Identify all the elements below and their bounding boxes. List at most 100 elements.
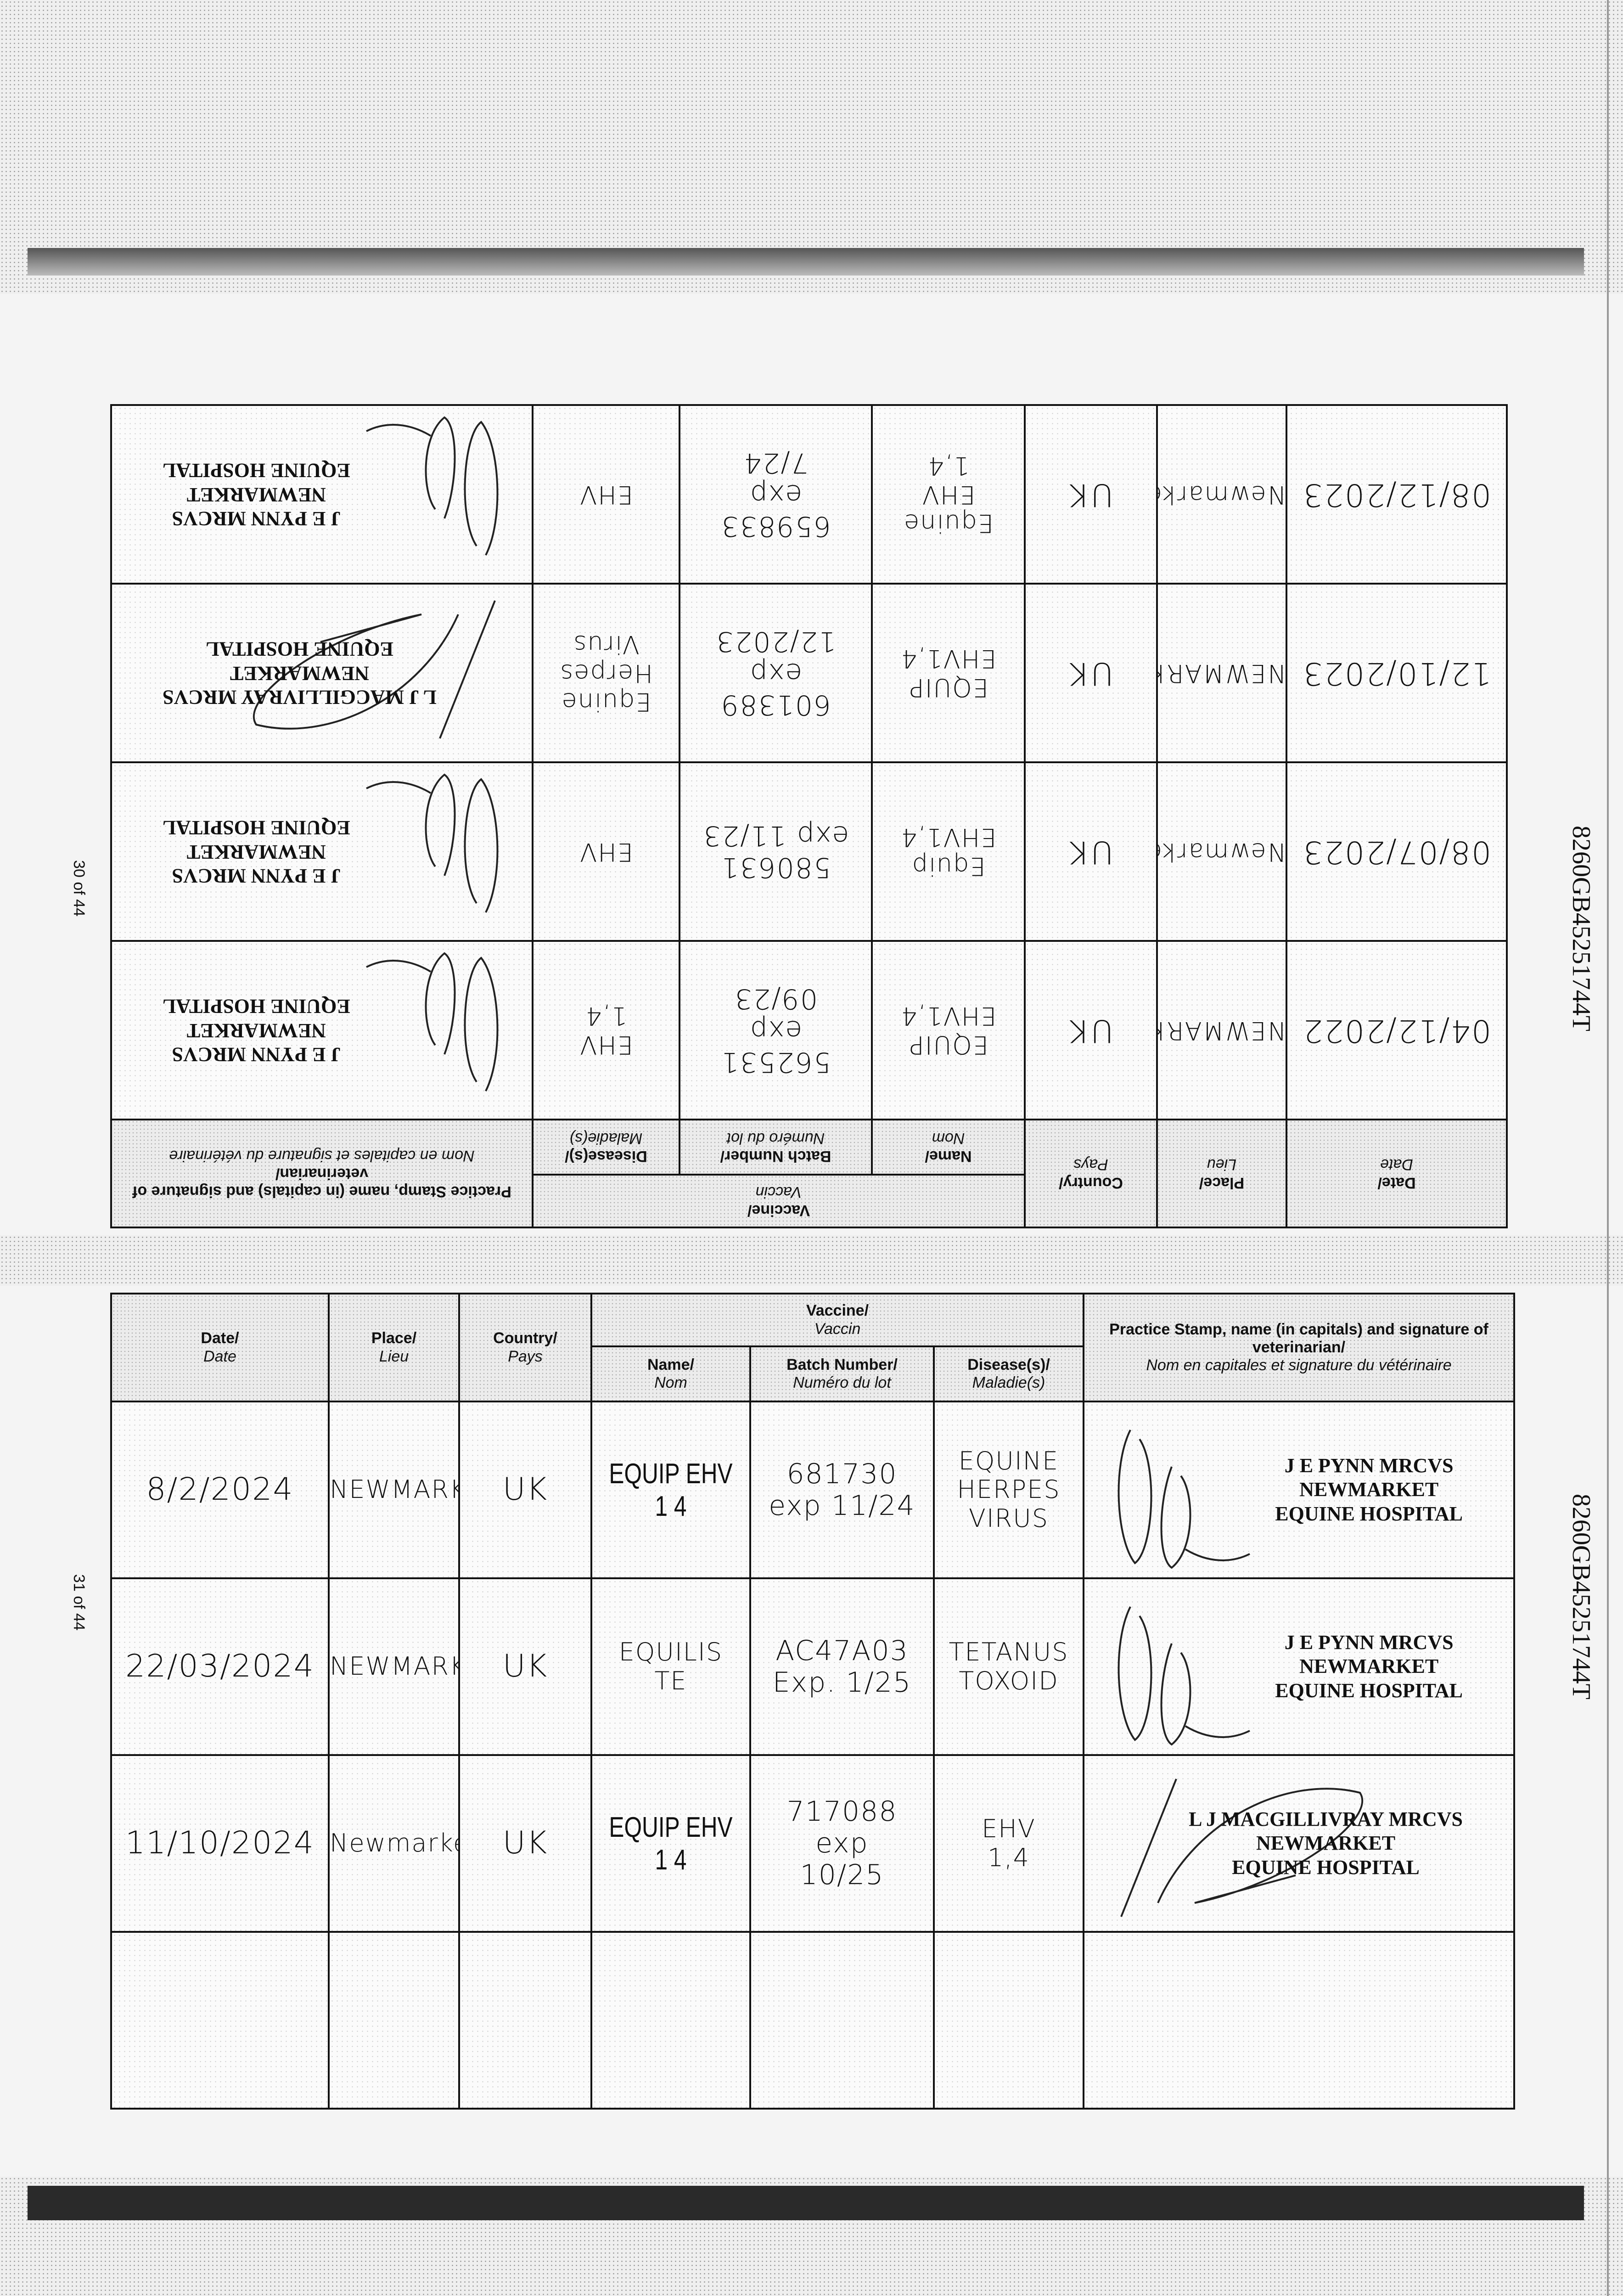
practice-stamp: L J MACGILLIVRAY MRCVS NEWMARKET EQUINE HO… — [1189, 1807, 1463, 1880]
header-date: Date/Date — [110, 1293, 330, 1402]
stamp-line: J E PYNN MRCVS — [172, 507, 341, 530]
practice-stamp-cell — [1083, 1931, 1515, 2110]
practice-stamp: J E PYNN MRCVS NEWMARKET EQUINE HOSPITAL — [1275, 1630, 1463, 1703]
country-cell: UK — [458, 1754, 592, 1933]
place-cell: Newmarket — [328, 1754, 479, 1933]
header-batch-number: Batch Number/Numéro du lot — [749, 1345, 935, 1402]
stamp-line: EQUINE HOSPITAL — [163, 816, 350, 839]
vaccine-name-cell: EQUIP EHV1,4 — [872, 941, 1025, 1120]
batch-number-cell — [749, 1931, 935, 2110]
practice-stamp: J E PYNN MRCVS NEWMARKET EQUINE HOSPITAL — [163, 994, 350, 1066]
disease-cell: Equine Herpes Virus — [533, 584, 680, 762]
veterinarian-signature — [1120, 1778, 1364, 1917]
practice-stamp-cell: L J MACGILLIVRAY MRCVS NEWMARKET EQUINE HO… — [1083, 1754, 1515, 1933]
disease-cell: TETANUS TOXOID — [933, 1577, 1084, 1756]
stamp-line: EQUINE HOSPITAL — [1232, 1856, 1420, 1879]
disease-cell: EHV — [533, 762, 680, 941]
header-date: Date/Date — [1286, 1120, 1507, 1227]
header-vaccine: Vaccine/Vaccin — [533, 1175, 1025, 1227]
header-place: Place/Lieu — [1157, 1120, 1286, 1227]
country-cell: UK — [458, 1577, 592, 1756]
vaccination-row: 8/2/2024 NEWMARKET UK EQUIP EHV 1 4 681730 e… — [110, 1401, 1515, 1579]
vaccine-name-cell: EQUIP EHV 1 4 — [590, 1754, 751, 1933]
stamp-line: L J MACGILLIVRAY MRCVS — [163, 686, 437, 709]
practice-stamp: L J MACGILLIVRAY MRCVS NEWMARKET EQUINE HO… — [163, 636, 437, 709]
veterinarian-signature — [366, 416, 499, 556]
passport-number-lower: 8260GB45251744T — [1567, 1494, 1595, 1699]
date-cell: 22/03/2024 — [110, 1577, 330, 1756]
disease-cell: EQUINE HERPES VIRUS — [933, 1401, 1084, 1579]
stamp-line: EQUINE HOSPITAL — [1275, 1502, 1463, 1525]
vaccination-row — [110, 1931, 1515, 2110]
stamp-line: NEWMARKET — [186, 1019, 326, 1042]
place-cell: NEWMARKET — [1116, 941, 1286, 1120]
disease-cell: EHV — [533, 405, 680, 584]
header-country: Country/Pays — [1025, 1120, 1157, 1227]
header-vaccine: Vaccine/Vaccin — [590, 1293, 1084, 1347]
date-cell: 11/10/2024 — [110, 1754, 330, 1933]
vaccination-table-page-30: Date/Date Place/Lieu Country/Pays Vaccine/V… — [110, 404, 1508, 1228]
vaccine-name-cell: EQUIP EHV1,4 — [872, 584, 1025, 762]
stamp-line: NEWMARKET — [1256, 1832, 1396, 1855]
date-cell: 08/12/2023 — [1286, 405, 1507, 584]
veterinarian-signature — [366, 773, 499, 913]
veterinarian-signature — [1118, 1606, 1250, 1746]
batch-number-cell: 717088 exp 10/25 — [749, 1754, 935, 1933]
country-cell: UK — [1025, 941, 1157, 1120]
practice-stamp: J E PYNN MRCVS NEWMARKET EQUINE HOSPITAL — [163, 815, 350, 888]
batch-number-cell: 659833 exp 7/24 — [680, 405, 872, 584]
date-cell: 04/12/2022 — [1286, 941, 1507, 1120]
batch-number-cell: 562531 exp 09/23 — [680, 941, 872, 1120]
country-cell: UK — [1025, 762, 1157, 941]
vaccination-row: 11/10/2024 Newmarket UK EQUIP EHV 1 4 717088… — [110, 1754, 1515, 1933]
vaccination-row: 12/10/2023 NEWMARKET UK EQUIP EHV1,4 601389 … — [111, 584, 1507, 762]
stamp-line: NEWMARKET — [1299, 1478, 1439, 1501]
practice-stamp-cell: J E PYNN MRCVS NEWMARKET EQUINE HOSPITAL — [111, 762, 533, 941]
vaccine-name-cell: EQUILIS TE — [590, 1577, 751, 1756]
place-cell: NEWMARKET — [328, 1401, 498, 1579]
vaccine-name-cell: EQUIP EHV 1 4 — [590, 1401, 751, 1579]
stamp-line: NEWMARKET — [1299, 1655, 1439, 1678]
veterinarian-signature — [366, 952, 499, 1092]
practice-stamp: J E PYNN MRCVS NEWMARKET EQUINE HOSPITAL — [163, 458, 350, 530]
vaccine-name-cell: Equine EHV 1,4 — [872, 405, 1025, 584]
stamp-line: J E PYNN MRCVS — [172, 865, 341, 888]
practice-stamp-cell: J E PYNN MRCVS NEWMARKET EQUINE HOSPITAL — [111, 405, 533, 584]
header-batch-number: Batch Number/Numéro du lot — [680, 1120, 872, 1175]
passport-number-upper: 8260GB45251744T — [1567, 826, 1595, 1031]
practice-stamp: J E PYNN MRCVS NEWMARKET EQUINE HOSPITAL — [1275, 1453, 1463, 1526]
page-fold — [0, 1235, 1623, 1286]
country-cell: UK — [1025, 584, 1157, 762]
stamp-line: J E PYNN MRCVS — [1284, 1454, 1454, 1477]
disease-cell — [933, 1931, 1084, 2110]
page-edge-shadow — [28, 248, 1584, 276]
date-cell: 08/07/2023 — [1286, 762, 1507, 941]
vaccination-row: 22/03/2024 NEWMARKET UK EQUILIS TE AC47A03 E… — [110, 1577, 1515, 1756]
header-disease: Disease(s)/Maladie(s) — [533, 1120, 680, 1175]
practice-stamp-cell: J E PYNN MRCVS NEWMARKET EQUINE HOSPITAL — [1083, 1577, 1515, 1756]
vaccination-row: 04/12/2022 NEWMARKET UK EQUIP EHV1,4 562531 … — [111, 941, 1507, 1120]
veterinarian-signature — [253, 600, 496, 739]
header-vaccine-name: Name/Nom — [872, 1120, 1025, 1175]
place-cell: Newmarket — [1135, 762, 1286, 941]
stamp-line: J E PYNN MRCVS — [172, 1043, 341, 1066]
vaccine-name-cell — [590, 1931, 751, 2110]
vaccine-name-cell: Equip EHV1,4 — [872, 762, 1025, 941]
stamp-line: NEWMARKET — [186, 483, 326, 506]
stamp-line: EQUINE HOSPITAL — [163, 995, 350, 1018]
header-place: Place/Lieu — [328, 1293, 460, 1402]
page-number-upper: 30 of 44 — [70, 860, 88, 917]
country-cell: UK — [1025, 405, 1157, 584]
stamp-line: EQUINE HOSPITAL — [206, 638, 393, 661]
header-disease: Disease(s)/Maladie(s) — [933, 1345, 1084, 1402]
practice-stamp-cell: L J MACGILLIVRAY MRCVS NEWMARKET EQUINE HO… — [111, 584, 533, 762]
disease-cell: EHV 1,4 — [933, 1754, 1084, 1933]
vaccination-table-page-31: Date/Date Place/Lieu Country/Pays Vaccine/V… — [110, 1293, 1515, 2110]
scan-edge — [1607, 0, 1609, 2296]
country-cell: UK — [458, 1401, 592, 1579]
practice-stamp-cell: J E PYNN MRCVS NEWMARKET EQUINE HOSPITAL — [1083, 1401, 1515, 1579]
vaccination-row: 08/07/2023 Newmarket UK Equip EHV1,4 580631 … — [111, 762, 1507, 941]
page-number-lower: 31 of 44 — [70, 1574, 88, 1631]
veterinarian-signature — [1118, 1429, 1250, 1569]
scan-background-top — [0, 0, 1623, 294]
